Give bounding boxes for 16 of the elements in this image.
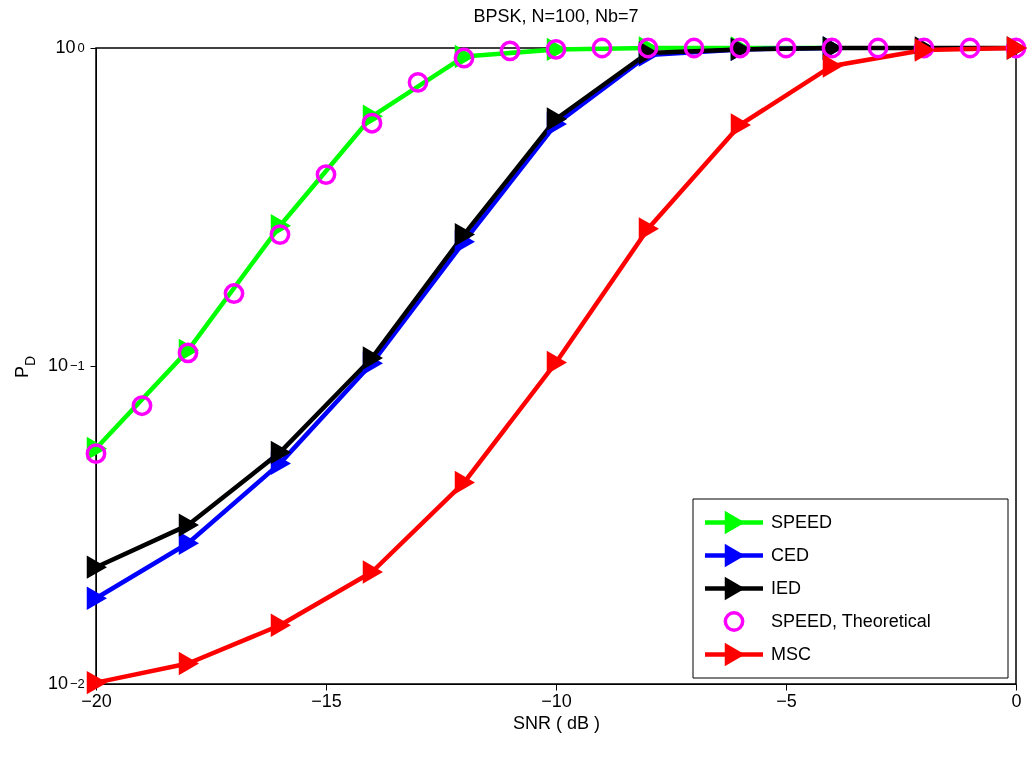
y-tick-label: 10−2: [48, 673, 85, 693]
legend-label: MSC: [771, 643, 811, 664]
legend-label: SPEED, Theoretical: [771, 610, 931, 631]
x-tick-label: −5: [776, 690, 797, 711]
x-tick-label: 0: [1011, 690, 1022, 711]
legend-label: IED: [771, 577, 802, 598]
chart-title: BPSK, N=100, Nb=7: [473, 6, 639, 27]
x-axis-title: SNR ( dB ): [512, 712, 601, 733]
y-tick-label: 100: [55, 37, 85, 57]
x-tick-label: −20: [81, 690, 112, 711]
legend-label: SPEED: [771, 511, 833, 532]
y-axis-title: PD: [12, 355, 38, 379]
legend-label: CED: [771, 544, 810, 565]
x-tick-label: −10: [541, 690, 572, 711]
x-tick-label: −15: [311, 690, 342, 711]
y-tick-label: 10−1: [48, 355, 85, 375]
